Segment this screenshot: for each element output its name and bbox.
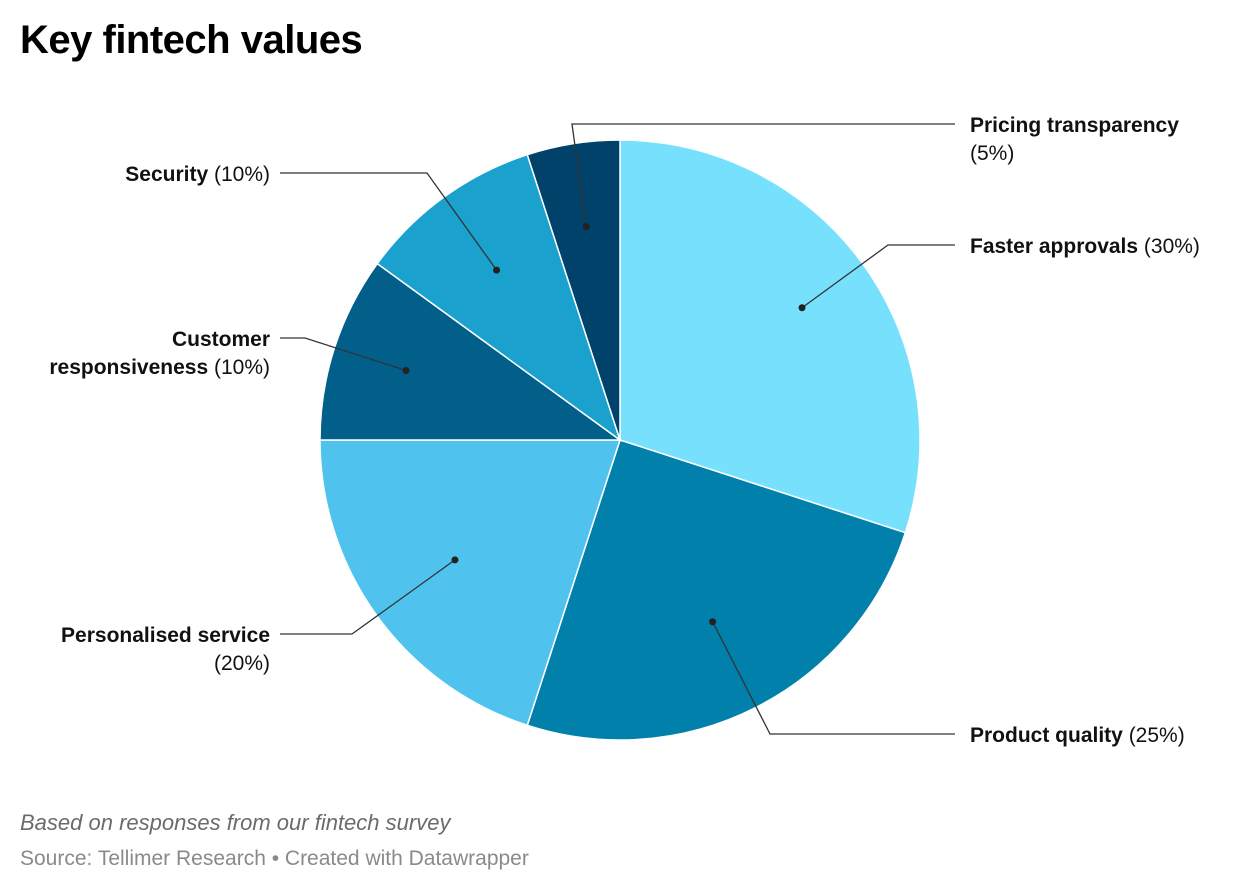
leader-line	[712, 621, 955, 735]
label-group-security: Security (10%)	[125, 163, 501, 274]
leader-line	[801, 244, 955, 309]
chart-notes: Based on responses from our fintech surv…	[20, 810, 451, 835]
leader-dot	[798, 304, 806, 312]
leader-dot	[709, 618, 717, 626]
chart-title: Key fintech values	[20, 18, 363, 62]
slice-label: Pricing transparency (5%)	[970, 114, 1179, 165]
leader-line	[571, 123, 955, 227]
leader-line	[280, 172, 498, 271]
slice-label: Product quality (25%)	[970, 724, 1185, 747]
label-group-product-quality: Product quality (25%)	[709, 618, 1185, 747]
leader-dot	[582, 223, 590, 231]
chart-source: Source: Tellimer Research • Created with…	[20, 847, 529, 870]
leader-line	[280, 337, 407, 372]
label-group-faster-approvals: Faster approvals (30%)	[798, 235, 1200, 312]
label-group-pricing-transparency: Pricing transparency (5%)	[571, 114, 1179, 231]
pie-slice-pricing-transparency	[526, 139, 621, 441]
label-group-personalised-service: Personalised service (20%)	[61, 556, 459, 675]
leader-dot	[402, 366, 410, 374]
leader-line	[280, 559, 456, 635]
leader-dot	[493, 266, 501, 274]
slice-label: Security (10%)	[125, 163, 270, 186]
slice-label: Personalised service (20%)	[61, 624, 270, 675]
label-group-customer-responsiveness: Customer responsiveness (10%)	[49, 328, 410, 379]
slice-label: Customer responsiveness (10%)	[49, 328, 270, 379]
slice-label: Faster approvals (30%)	[970, 235, 1200, 258]
leader-dot	[451, 556, 459, 564]
